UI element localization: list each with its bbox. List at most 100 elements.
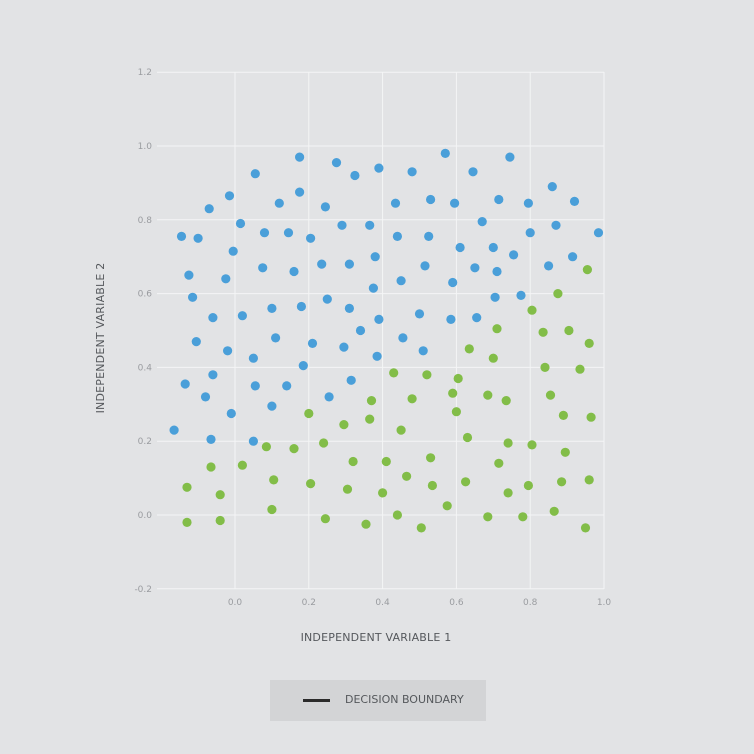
blue-data-point — [200, 392, 211, 402]
green-data-point — [586, 412, 596, 422]
green-data-point — [381, 456, 391, 467]
green-data-point — [545, 390, 556, 400]
blue-data-point — [295, 152, 305, 162]
blue-data-point — [204, 204, 214, 214]
blue-data-point — [455, 242, 465, 253]
x-tick-label: 1.0 — [597, 598, 612, 608]
blue-data-point — [267, 303, 277, 313]
blue-data-point — [228, 246, 238, 256]
blue-data-point — [331, 158, 342, 168]
blue-data-point — [440, 148, 450, 158]
blue-data-point — [296, 301, 306, 312]
blue-data-point — [350, 170, 360, 181]
blue-data-point — [188, 292, 198, 302]
green-data-point — [549, 506, 559, 516]
green-data-point — [527, 305, 537, 315]
green-data-point — [518, 512, 528, 522]
green-data-point — [462, 432, 473, 443]
green-data-point — [553, 289, 563, 299]
green-data-point — [582, 265, 593, 275]
x-tick-label: 0.6 — [449, 598, 464, 608]
y-tick-label: 0.6 — [138, 290, 153, 300]
blue-data-point — [226, 408, 236, 419]
blue-data-point — [516, 290, 526, 300]
green-data-point — [422, 370, 432, 380]
green-data-point — [584, 475, 594, 485]
blue-data-point — [337, 220, 347, 230]
blue-data-point — [206, 434, 216, 444]
x-tick-label: 0.8 — [523, 598, 538, 608]
y-tick-label: 0.8 — [138, 216, 153, 226]
x-tick-label: 0.0 — [228, 598, 243, 608]
green-data-point — [366, 396, 377, 406]
blue-data-point — [307, 338, 318, 348]
blue-data-point — [414, 309, 425, 319]
blue-data-point — [322, 294, 332, 304]
blue-data-point — [448, 277, 458, 288]
green-data-point — [306, 479, 316, 489]
blue-data-point — [317, 259, 327, 269]
blue-data-point — [248, 436, 258, 446]
blue-data-point — [593, 228, 604, 238]
blue-data-point — [235, 218, 246, 229]
blue-data-point — [472, 313, 482, 323]
green-data-point — [461, 477, 471, 487]
green-data-point — [501, 396, 511, 406]
blue-data-point — [274, 198, 284, 208]
blue-data-point — [372, 351, 382, 361]
green-data-point — [267, 504, 277, 515]
green-data-point — [289, 444, 299, 454]
blue-data-point — [237, 311, 247, 321]
x-tick-labels: 0.0 0.2 0.4 0.6 0.8 1.0 — [228, 598, 612, 608]
green-data-point — [396, 425, 406, 435]
blue-data-point — [365, 220, 375, 230]
blue-data-point — [488, 242, 498, 253]
blue-data-point — [420, 261, 430, 271]
blue-data-point — [339, 342, 349, 352]
green-data-point — [503, 488, 513, 498]
blue-data-point — [223, 346, 233, 356]
blue-data-point — [424, 231, 434, 241]
green-data-point — [494, 458, 504, 468]
blue-data-point — [551, 220, 561, 230]
green-data-point — [464, 344, 474, 354]
blue-data-point — [324, 392, 334, 402]
blue-data-point — [306, 233, 316, 243]
green-data-point — [319, 438, 329, 448]
blue-data-point — [398, 333, 408, 343]
green-data-point — [304, 408, 314, 419]
data-points — [169, 148, 604, 533]
blue-data-point — [283, 228, 294, 238]
blue-data-point — [184, 270, 194, 280]
blue-data-point — [169, 425, 179, 435]
blue-data-point — [208, 313, 218, 323]
blue-data-point — [569, 196, 580, 206]
blue-data-point — [547, 182, 557, 192]
blue-data-point — [258, 263, 268, 273]
green-data-point — [342, 484, 353, 494]
blue-data-point — [508, 250, 519, 260]
green-data-point — [182, 517, 192, 528]
blue-data-point — [224, 191, 235, 201]
blue-data-point — [446, 314, 456, 324]
blue-data-point — [355, 325, 366, 336]
blue-data-point — [344, 303, 354, 313]
green-data-point — [564, 325, 574, 336]
blue-data-point — [523, 198, 534, 208]
green-data-point — [442, 501, 452, 511]
blue-data-point — [390, 198, 401, 208]
blue-data-point — [368, 283, 378, 293]
blue-data-point — [191, 337, 201, 347]
blue-data-point — [494, 194, 504, 205]
blue-data-point — [470, 263, 480, 273]
green-data-point — [488, 353, 498, 363]
blue-data-point — [492, 266, 502, 277]
blue-data-point — [525, 228, 535, 238]
blue-data-point — [490, 292, 500, 302]
blue-data-point — [271, 333, 281, 343]
green-data-point — [580, 523, 591, 533]
green-data-point — [348, 456, 358, 467]
y-axis-label: INDEPENDENT VARIABLE 2 — [94, 263, 107, 414]
blue-data-point — [259, 228, 270, 238]
green-data-point — [453, 373, 463, 384]
